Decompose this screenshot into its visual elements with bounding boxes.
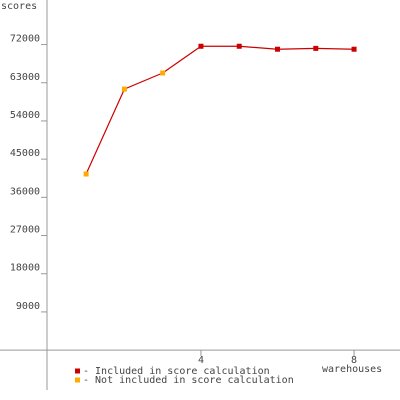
y-tick-label: 54000: [10, 110, 40, 121]
y-tick-label: 63000: [10, 72, 40, 83]
y-tick-label: 36000: [10, 186, 40, 197]
y-tick-label: 27000: [10, 225, 40, 236]
line-segment: [162, 45, 202, 74]
line-segment: [124, 72, 163, 90]
x-tick-label: 4: [198, 355, 204, 366]
data-point: [313, 45, 319, 51]
line-segment: [239, 45, 278, 50]
line-segment: [277, 47, 316, 50]
data-point: [351, 46, 357, 52]
legend-marker: [75, 368, 80, 374]
y-tick-label: 45000: [10, 148, 40, 159]
legend-marker: [75, 377, 80, 383]
data-point: [275, 46, 281, 52]
legend-label: - Not included in score calculation: [83, 375, 294, 386]
data-point: [121, 86, 127, 92]
line-segment: [315, 47, 355, 50]
y-axis-label: scores: [1, 1, 37, 12]
legend-label: - Included in score calculation: [83, 366, 270, 377]
data-point: [236, 43, 242, 49]
x-axis-label: warehouses: [322, 364, 382, 375]
data-point: [83, 171, 89, 177]
data-point: [198, 43, 204, 49]
line-segment: [85, 88, 125, 175]
y-tick-label: 9000: [16, 301, 40, 312]
y-tick-label: 72000: [10, 34, 40, 45]
y-tick-label: 18000: [10, 263, 40, 274]
data-point: [160, 70, 166, 76]
x-tick-label: 8: [351, 355, 357, 366]
